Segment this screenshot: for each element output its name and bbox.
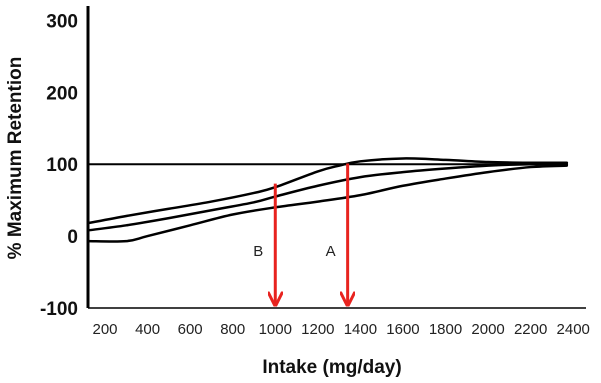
x-tick-label: 600 [178, 321, 203, 338]
series-line-2 [86, 162, 569, 232]
x-tick-label: 200 [93, 321, 118, 338]
x-tick-label: 1000 [259, 321, 292, 338]
x-tick-label: 1400 [344, 321, 377, 338]
y-tick-label: 0 [67, 227, 78, 248]
x-tick-label: 800 [220, 321, 245, 338]
x-tick-label: 1200 [301, 321, 334, 338]
y-axis-label: % Maximum Retention [5, 57, 26, 260]
annotation-label-b: B [253, 243, 263, 260]
y-tick-label: -100 [40, 299, 78, 320]
y-tick-label: 200 [46, 83, 78, 104]
axes [86, 6, 586, 309]
series-line-1 [86, 157, 569, 225]
x-tick-label: 400 [135, 321, 160, 338]
x-tick-label: 2400 [557, 321, 590, 338]
y-tick-labels: 300 200 100 0 -100 [40, 11, 78, 320]
series-line-3 [86, 164, 569, 243]
series-lines [86, 157, 569, 243]
y-tick-label: 300 [46, 11, 78, 32]
x-axis-label: Intake (mg/day) [262, 357, 401, 378]
x-tick-labels: 200 400 600 800 1000 1200 1400 1600 1800 2000 2200… [93, 321, 590, 338]
x-tick-label: 2200 [514, 321, 547, 338]
x-tick-label: 1800 [429, 321, 462, 338]
annotation-label-a: A [326, 243, 336, 260]
y-tick-label: 100 [46, 155, 78, 176]
x-tick-label: 1600 [386, 321, 419, 338]
x-tick-label: 2000 [471, 321, 504, 338]
